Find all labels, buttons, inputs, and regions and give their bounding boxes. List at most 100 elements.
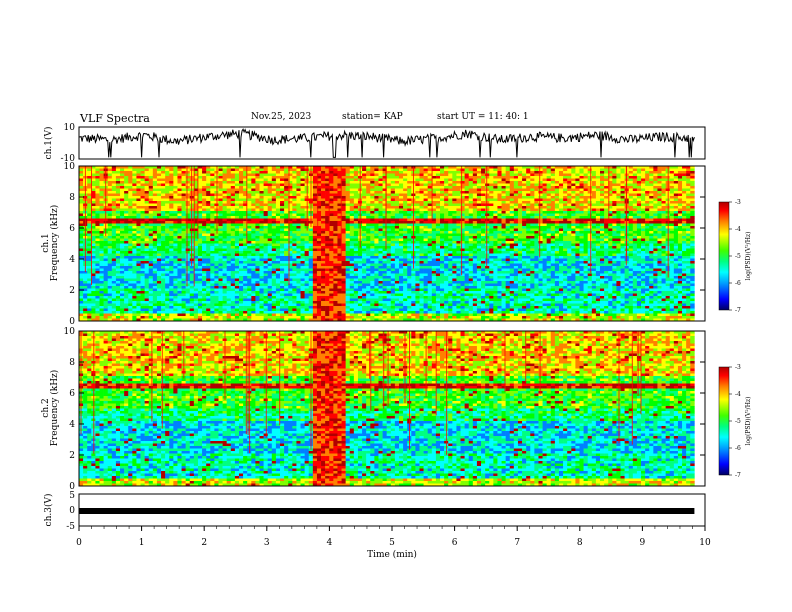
- spectrogram-cell: [255, 169, 259, 172]
- spectrogram-cell: [218, 189, 222, 192]
- spectrogram-cell: [473, 179, 477, 182]
- spectrogram-cell: [547, 199, 551, 202]
- spectrogram-cell: [227, 186, 231, 189]
- spectrogram-cell: [235, 179, 239, 182]
- spectrogram-cell: [95, 201, 99, 204]
- spectrogram-cell: [448, 236, 452, 239]
- spectrogram-cell: [87, 189, 91, 192]
- spectrogram-cell: [473, 171, 477, 174]
- spectrogram-cell: [108, 169, 112, 172]
- spectrogram-cell: [280, 179, 284, 182]
- spectrogram-cell: [79, 229, 83, 232]
- spectrogram-cell: [272, 231, 276, 234]
- spectrogram-cell: [448, 189, 452, 192]
- spectrogram-cell: [161, 216, 165, 219]
- spectrogram-cell: [526, 196, 530, 199]
- spectrogram-cell: [239, 236, 243, 239]
- spectrogram-cell: [477, 231, 481, 234]
- spectrogram-cell: [493, 189, 497, 192]
- spectrogram-cell: [321, 246, 325, 249]
- spectrogram-cell: [342, 189, 346, 192]
- spectrogram-cell: [301, 199, 305, 202]
- spectrogram-cell: [469, 174, 473, 177]
- spectrogram-cell: [149, 231, 153, 234]
- spectrogram-cell: [198, 216, 202, 219]
- spectrogram-cell: [477, 196, 481, 199]
- spectrogram-cell: [186, 239, 190, 242]
- spectrogram-cell: [592, 216, 596, 219]
- spectrogram-cell: [567, 221, 571, 224]
- spectrogram-cell: [231, 196, 235, 199]
- spectrogram-cell: [514, 226, 518, 229]
- spectrogram-cell: [370, 224, 374, 227]
- spectrogram-cell: [448, 181, 452, 184]
- spectrogram-cell: [678, 191, 682, 194]
- spectrogram-cell: [469, 189, 473, 192]
- spectrogram-cell: [604, 244, 608, 247]
- spectrogram-cell: [177, 209, 181, 212]
- spectrogram-cell: [169, 191, 173, 194]
- spectrogram-cell: [108, 181, 112, 184]
- spectrogram-cell: [641, 174, 645, 177]
- spectrogram-cell: [346, 221, 350, 224]
- spectrogram-cell: [173, 216, 177, 219]
- spectrogram-cell: [120, 181, 124, 184]
- spectrogram-cell: [506, 184, 510, 187]
- spectrogram-cell: [662, 234, 666, 237]
- spectrogram-cell: [682, 189, 686, 192]
- spectrogram-cell: [506, 244, 510, 247]
- spectrogram-cell: [374, 204, 378, 207]
- spectrogram-cell: [428, 191, 432, 194]
- spectrogram-cell: [645, 191, 649, 194]
- spectrogram-cell: [645, 204, 649, 207]
- spectrogram-cell: [227, 211, 231, 214]
- spectrogram-cell: [218, 216, 222, 219]
- spectrogram-cell: [292, 206, 296, 209]
- spectrogram-cell: [132, 196, 136, 199]
- spectrogram-cell: [633, 171, 637, 174]
- spectrogram-cell: [493, 209, 497, 212]
- spectrogram-cell: [202, 176, 206, 179]
- spectrogram-cell: [686, 236, 690, 239]
- spectrogram-cell: [198, 189, 202, 192]
- spectrogram-cell: [612, 221, 616, 224]
- spectrogram-cell: [100, 174, 104, 177]
- spectrogram-cell: [407, 199, 411, 202]
- spectrogram-cell: [136, 189, 140, 192]
- spectrogram-cell: [690, 211, 694, 214]
- spectrogram-cell: [567, 239, 571, 242]
- spectrogram-cell: [260, 231, 264, 234]
- spectrogram-cell: [321, 199, 325, 202]
- spectrogram-cell: [448, 196, 452, 199]
- spectrogram-cell: [579, 204, 583, 207]
- spectrogram-cell: [153, 181, 157, 184]
- spectrogram-cell: [633, 224, 637, 227]
- spectrogram-cell: [239, 221, 243, 224]
- spectrogram-cell: [177, 204, 181, 207]
- spectrogram-cell: [444, 239, 448, 242]
- spectrogram-cell: [428, 229, 432, 232]
- spectrogram-cell: [526, 186, 530, 189]
- spectrogram-cell: [575, 231, 579, 234]
- spectrogram-cell: [329, 221, 333, 224]
- spectrogram-cell: [346, 244, 350, 247]
- spectrogram-cell: [657, 241, 661, 244]
- spectrogram-cell: [588, 184, 592, 187]
- spectrogram-cell: [452, 214, 456, 217]
- spectrogram-cell: [247, 176, 251, 179]
- spectrogram-cell: [350, 246, 354, 249]
- spectrogram-cell: [235, 201, 239, 204]
- spectrogram-cell: [477, 179, 481, 182]
- spectrogram-cell: [116, 214, 120, 217]
- spectrogram-cell: [510, 206, 514, 209]
- spectrogram-cell: [518, 189, 522, 192]
- spectrogram-cell: [452, 229, 456, 232]
- spectrogram-cell: [284, 196, 288, 199]
- spectrogram-cell: [444, 186, 448, 189]
- spectrogram-cell: [600, 181, 604, 184]
- spectrogram-cell: [662, 186, 666, 189]
- spectrogram-cell: [132, 181, 136, 184]
- spectrogram-cell: [268, 181, 272, 184]
- spectrogram-cell: [428, 234, 432, 237]
- spectrogram-cell: [153, 201, 157, 204]
